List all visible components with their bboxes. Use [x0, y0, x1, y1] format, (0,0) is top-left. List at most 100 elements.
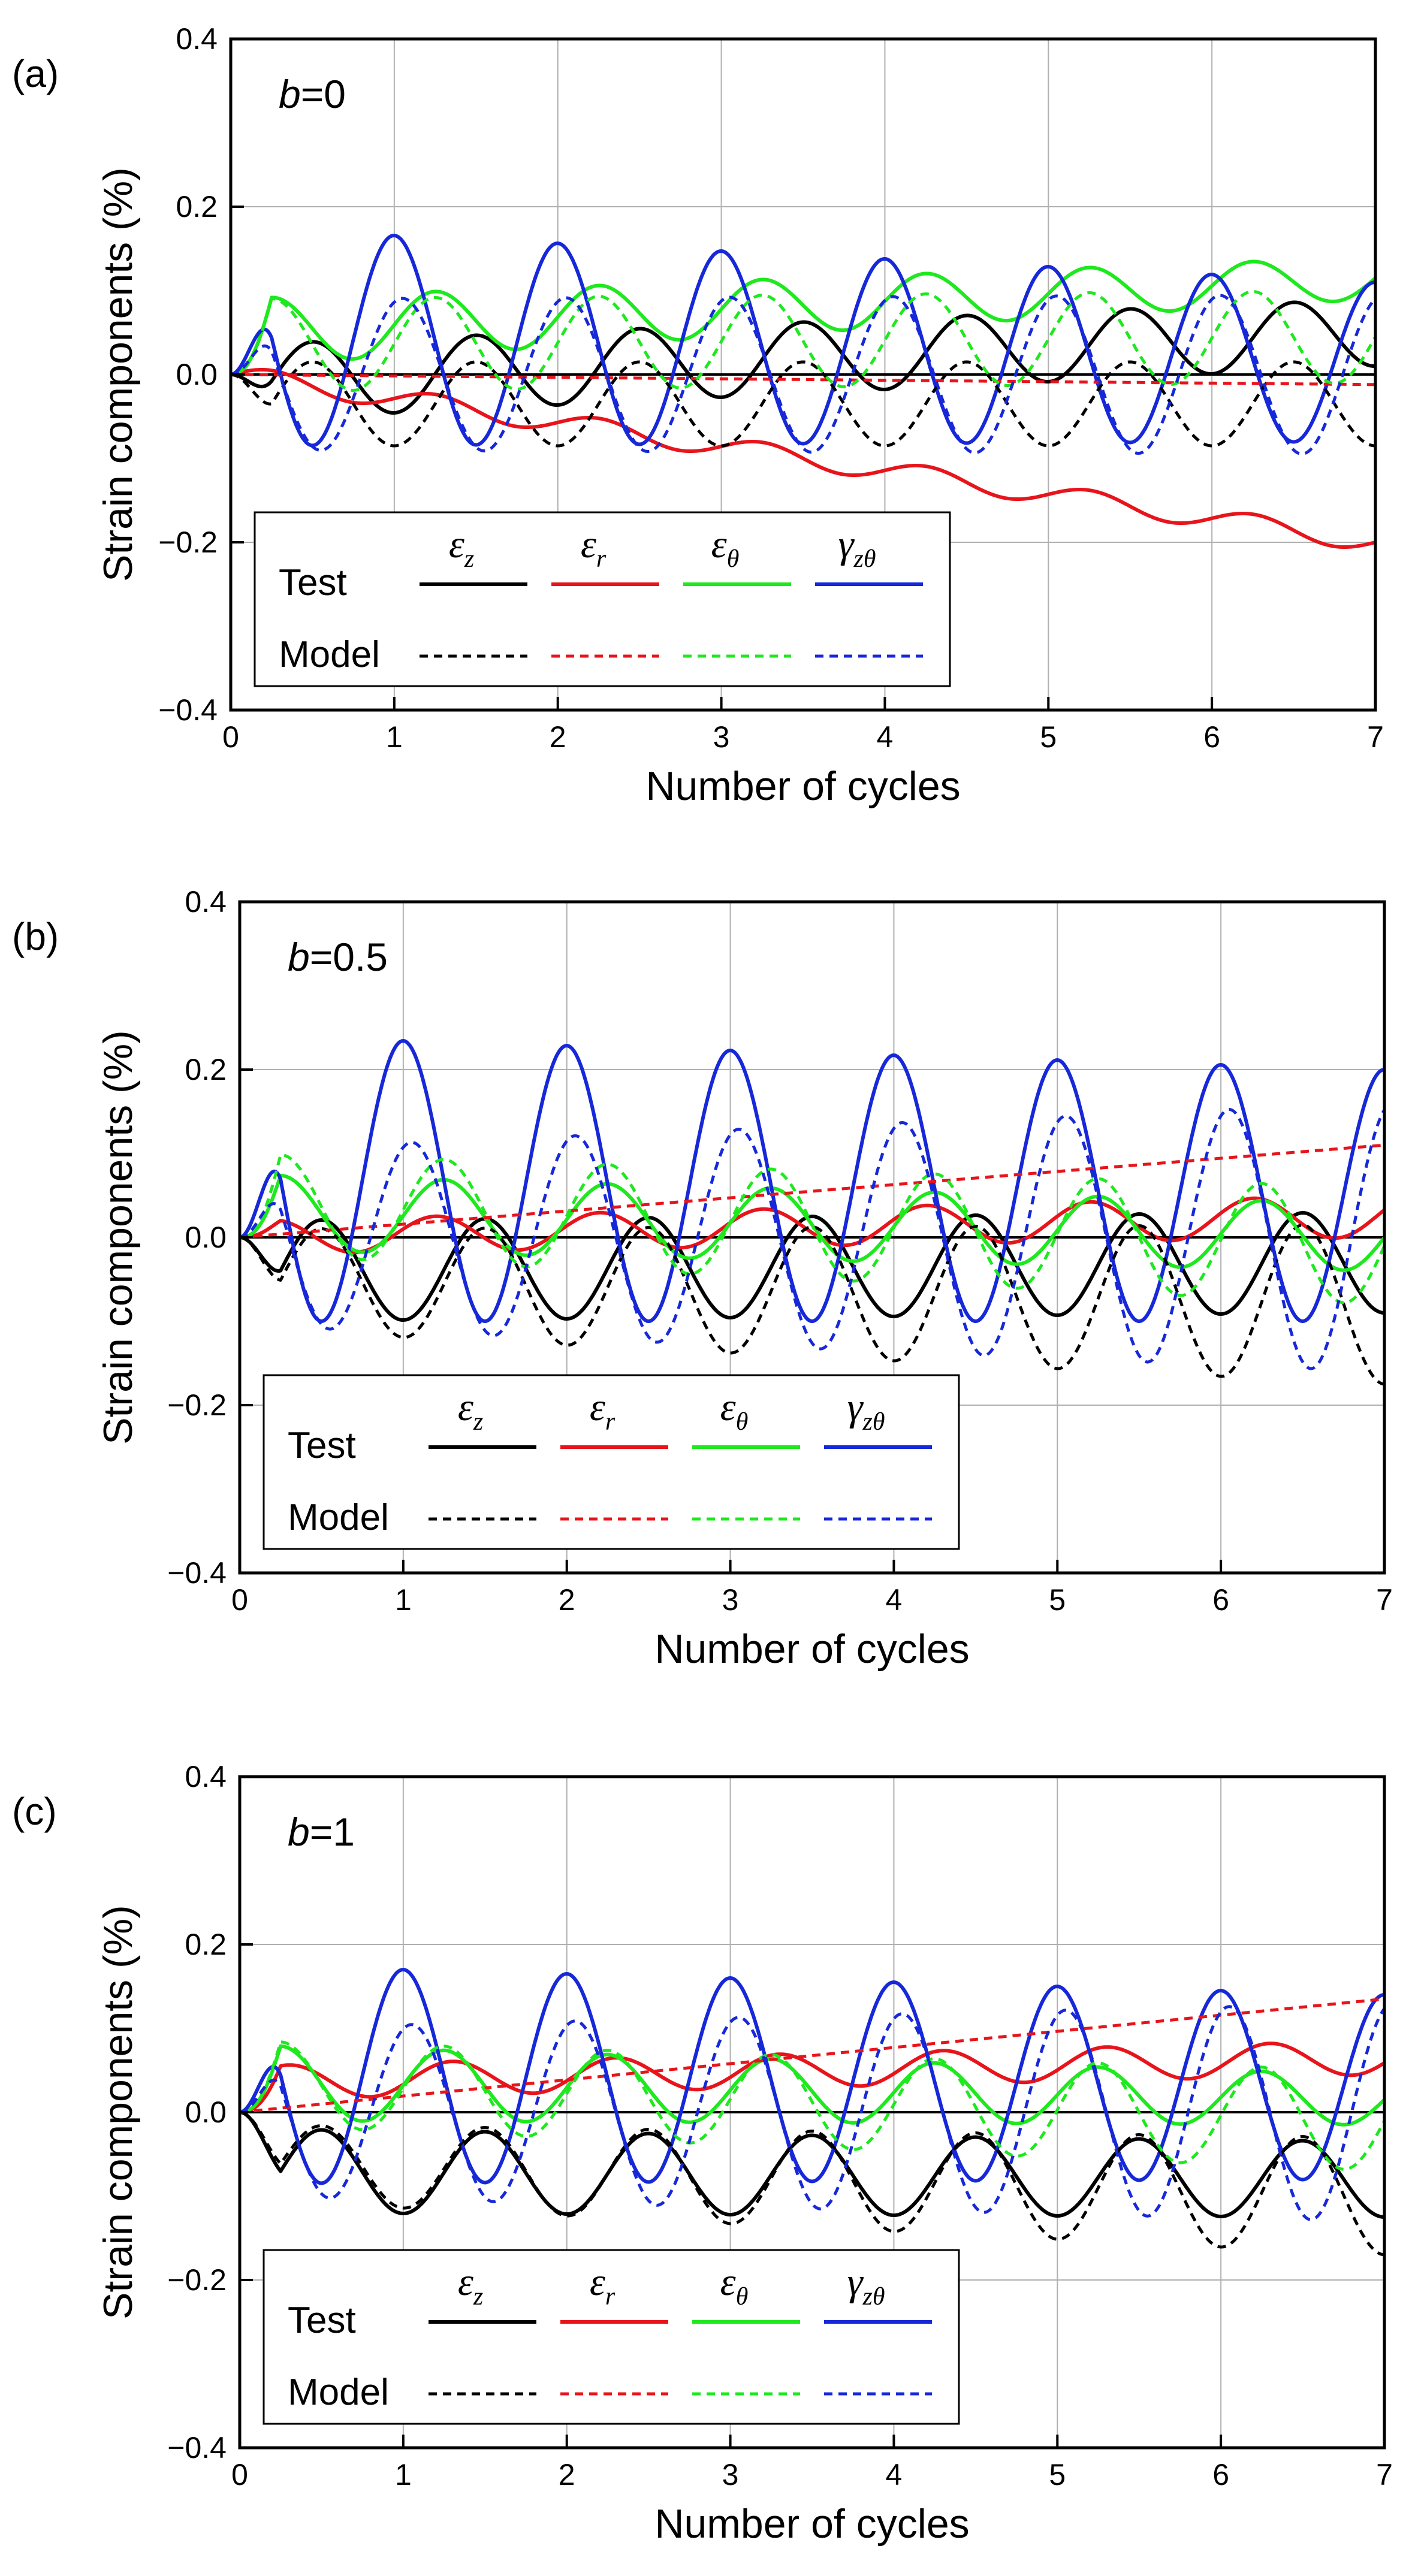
y-tick-label: 0.2	[185, 1053, 227, 1086]
legend-row-label: Test	[279, 562, 347, 603]
legend-row-label: Test	[288, 1425, 356, 1466]
legend-subscript: θ	[736, 2283, 749, 2311]
x-tick-label: 1	[386, 720, 403, 754]
test-er-line	[240, 2042, 1384, 2114]
x-tick-label: 2	[550, 720, 566, 754]
y-tick-label: 0.4	[176, 22, 218, 56]
legend-subscript: z	[464, 545, 474, 573]
annotation-var: b	[279, 72, 301, 116]
model-er-line	[240, 1997, 1384, 2114]
model-et-line	[240, 1153, 1384, 1304]
legend-row-label: Test	[288, 2300, 356, 2341]
legend-subscript: zθ	[862, 2283, 885, 2311]
panel-label: (a)	[12, 52, 59, 95]
x-axis-label: Number of cycles	[645, 763, 960, 809]
x-tick-label: 5	[1049, 2458, 1066, 2492]
legend-row-label: Model	[288, 1497, 389, 1538]
model-et-line	[240, 2040, 1384, 2171]
y-axis-label: Strain components (%)	[95, 1030, 141, 1445]
y-tick-label: 0.2	[185, 1928, 227, 1961]
series-group	[240, 1968, 1384, 2257]
annotation: b=1	[288, 1810, 355, 1854]
legend-subscript: θ	[727, 545, 740, 573]
x-tick-label: 4	[886, 1583, 903, 1617]
x-tick-label: 6	[1212, 2458, 1229, 2492]
annotation: b=0	[279, 72, 346, 116]
legend-subscript: r	[605, 1408, 616, 1436]
panel-label: (b)	[12, 915, 59, 958]
test-gzt-line	[231, 234, 1375, 448]
series-group	[240, 1039, 1384, 1386]
legend-subscript: z	[473, 1408, 483, 1436]
x-axis-label: Number of cycles	[654, 1626, 969, 1672]
test-gzt-line	[240, 1039, 1384, 1323]
x-tick-label: 7	[1367, 720, 1384, 754]
x-tick-label: 3	[722, 1583, 739, 1617]
model-gzt-line	[231, 294, 1375, 455]
y-tick-label: −0.4	[167, 2431, 227, 2465]
x-tick-label: 6	[1212, 1583, 1229, 1617]
legend-row-label: Model	[288, 2372, 389, 2413]
y-tick-label: 0.0	[176, 358, 218, 391]
model-ez-line	[240, 1224, 1384, 1386]
x-tick-label: 3	[722, 2458, 739, 2492]
model-ez-line	[231, 360, 1375, 448]
x-tick-label: 4	[877, 720, 894, 754]
annotation: b=0.5	[288, 935, 388, 979]
test-ez-line	[240, 1211, 1384, 1322]
y-tick-label: 0.0	[185, 2095, 227, 2129]
x-tick-label: 6	[1203, 720, 1220, 754]
x-tick-label: 2	[559, 1583, 575, 1617]
test-et-line	[240, 2044, 1384, 2127]
annotation-value: =0	[301, 72, 346, 116]
legend-subscript: zθ	[862, 1408, 885, 1436]
test-er-line	[231, 368, 1375, 549]
x-tick-label: 4	[886, 2458, 903, 2492]
series-group	[231, 234, 1375, 549]
x-tick-label: 0	[231, 1583, 248, 1617]
model-gzt-line	[240, 1107, 1384, 1370]
annotation-value: =0.5	[310, 935, 388, 979]
x-tick-label: 0	[222, 720, 239, 754]
legend-subscript: r	[596, 545, 607, 573]
x-tick-label: 1	[395, 2458, 412, 2492]
model-ez-line	[240, 2110, 1384, 2257]
annotation-value: =1	[310, 1810, 355, 1854]
panel-1: 0 1 2 3 4 5 6 7 −0.4 −0.2 0.0 0.2 0.4 Number of cycle…	[12, 22, 1384, 809]
panel-2: 0 1 2 3 4 5 6 7 −0.4 −0.2 0.0 0.2 0.4 Number of cycle…	[12, 885, 1393, 1672]
y-tick-label: 0.4	[185, 1760, 227, 1793]
x-tick-label: 1	[395, 1583, 412, 1617]
model-er-line	[231, 373, 1375, 386]
panel-3: 0 1 2 3 4 5 6 7 −0.4 −0.2 0.0 0.2 0.4 Number of cycle…	[12, 1760, 1393, 2547]
y-tick-label: −0.4	[158, 693, 218, 727]
test-gzt-line	[240, 1968, 1384, 2185]
test-ez-line	[240, 2110, 1384, 2219]
legend-subscript: r	[605, 2283, 616, 2311]
annotation-var: b	[288, 935, 310, 979]
legend-subscript: zθ	[853, 545, 876, 573]
x-tick-label: 7	[1376, 1583, 1393, 1617]
x-axis-label: Number of cycles	[654, 2501, 969, 2547]
y-tick-label: 0.0	[185, 1221, 227, 1254]
legend-subscript: θ	[736, 1408, 749, 1436]
y-tick-label: −0.4	[167, 1556, 227, 1590]
legend-row-label: Model	[279, 634, 380, 675]
y-axis-label: Strain components (%)	[95, 1905, 141, 2320]
x-tick-label: 3	[713, 720, 730, 754]
legend-subscript: z	[473, 2283, 483, 2311]
annotation-var: b	[288, 1810, 310, 1854]
x-tick-label: 7	[1376, 2458, 1393, 2492]
y-tick-label: 0.4	[185, 885, 227, 919]
x-tick-label: 2	[559, 2458, 575, 2492]
y-axis-label: Strain components (%)	[95, 167, 141, 582]
model-er-line	[240, 1143, 1384, 1239]
model-et-line	[231, 290, 1375, 392]
y-tick-label: 0.2	[176, 190, 218, 224]
y-tick-label: −0.2	[167, 2263, 227, 2297]
y-tick-label: −0.2	[158, 526, 218, 559]
x-tick-label: 5	[1040, 720, 1057, 754]
